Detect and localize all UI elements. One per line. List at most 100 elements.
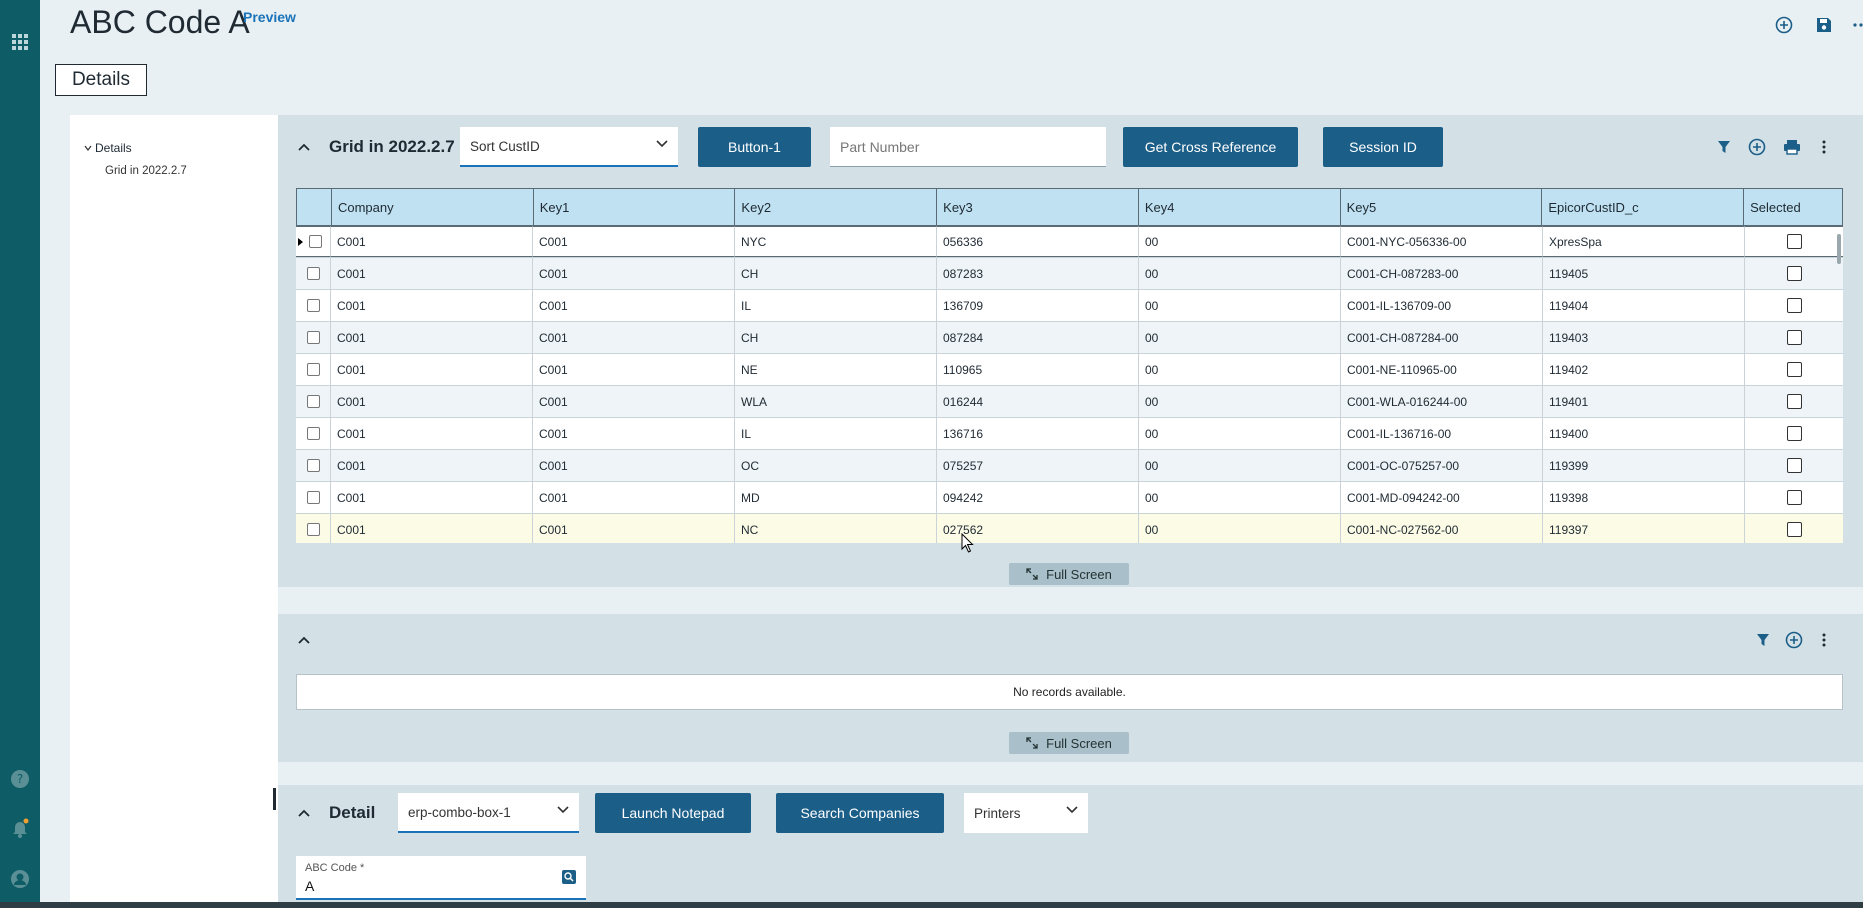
table-row[interactable]: C001 C001 WLA 016244 00 C001-WLA-016244-00 119… xyxy=(296,386,1843,418)
cell-epicorcustid[interactable]: XpresSpa xyxy=(1543,226,1745,257)
cell-company[interactable]: C001 xyxy=(331,354,533,385)
search-lookup-icon[interactable] xyxy=(560,868,578,886)
row-checkbox[interactable] xyxy=(306,395,320,408)
save-icon[interactable] xyxy=(1813,14,1835,36)
cell-key1[interactable]: C001 xyxy=(533,290,735,321)
selected-checkbox[interactable] xyxy=(1786,330,1802,345)
cell-company[interactable]: C001 xyxy=(331,450,533,481)
row-checkbox[interactable] xyxy=(306,363,320,376)
details-tab[interactable]: Details xyxy=(55,64,147,96)
cell-epicorcustid[interactable]: 119397 xyxy=(1543,514,1745,543)
print-icon[interactable] xyxy=(1781,136,1803,158)
cell-key3[interactable]: 110965 xyxy=(937,354,1139,385)
cell-key1[interactable]: C001 xyxy=(533,482,735,513)
get-cross-reference-button[interactable]: Get Cross Reference xyxy=(1123,127,1298,167)
cell-key3[interactable]: 056336 xyxy=(937,226,1139,257)
cell-key1[interactable]: C001 xyxy=(533,354,735,385)
table-row[interactable]: C001 C001 IL 136709 00 C001-IL-136709-00 11940… xyxy=(296,290,1843,322)
more-options-icon[interactable] xyxy=(1853,14,1863,36)
add-circle-icon[interactable] xyxy=(1783,629,1805,651)
cell-key4[interactable]: 00 xyxy=(1139,450,1341,481)
cell-epicorcustid[interactable]: 119400 xyxy=(1543,418,1745,449)
cell-key5[interactable]: C001-CH-087283-00 xyxy=(1341,258,1543,289)
cell-key1[interactable]: C001 xyxy=(533,418,735,449)
cell-key3[interactable]: 136716 xyxy=(937,418,1139,449)
cell-key5[interactable]: C001-IL-136709-00 xyxy=(1341,290,1543,321)
cell-key4[interactable]: 00 xyxy=(1139,514,1341,543)
cell-company[interactable]: C001 xyxy=(331,386,533,417)
cell-key5[interactable]: C001-MD-094242-00 xyxy=(1341,482,1543,513)
column-header-key2[interactable]: Key2 xyxy=(735,189,938,225)
cell-company[interactable]: C001 xyxy=(331,290,533,321)
table-row[interactable]: C001 C001 NE 110965 00 C001-NE-110965-00 11940… xyxy=(296,354,1843,386)
table-row[interactable]: C001 C001 CH 087283 00 C001-CH-087283-00 11940… xyxy=(296,258,1843,290)
session-id-button[interactable]: Session ID xyxy=(1323,127,1443,167)
table-row[interactable]: C001 C001 MD 094242 00 C001-MD-094242-00 11939… xyxy=(296,482,1843,514)
cell-key4[interactable]: 00 xyxy=(1139,226,1341,257)
sort-select[interactable]: Sort CustID xyxy=(460,127,678,167)
table-row[interactable]: C001 C001 OC 075257 00 C001-OC-075257-00 11939… xyxy=(296,450,1843,482)
launch-notepad-button[interactable]: Launch Notepad xyxy=(595,793,751,833)
row-checkbox[interactable] xyxy=(306,491,320,504)
cell-key2[interactable]: IL xyxy=(735,290,937,321)
selected-checkbox[interactable] xyxy=(1786,298,1802,313)
cell-key3[interactable]: 094242 xyxy=(937,482,1139,513)
cell-key3[interactable]: 016244 xyxy=(937,386,1139,417)
full-screen-button[interactable]: Full Screen xyxy=(1009,732,1129,754)
cell-key1[interactable]: C001 xyxy=(533,386,735,417)
row-checkbox[interactable] xyxy=(306,299,320,312)
cell-company[interactable]: C001 xyxy=(331,226,533,257)
cell-key2[interactable]: MD xyxy=(735,482,937,513)
cell-key5[interactable]: C001-NYC-056336-00 xyxy=(1341,226,1543,257)
column-header-epicorcustid[interactable]: EpicorCustID_c xyxy=(1542,189,1745,225)
column-header-key5[interactable]: Key5 xyxy=(1341,189,1543,225)
cell-key5[interactable]: C001-NE-110965-00 xyxy=(1341,354,1543,385)
cell-key4[interactable]: 00 xyxy=(1139,322,1341,353)
column-header-company[interactable]: Company xyxy=(332,189,534,225)
cell-key2[interactable]: NYC xyxy=(735,226,937,257)
cell-epicorcustid[interactable]: 119402 xyxy=(1543,354,1745,385)
row-checkbox[interactable] xyxy=(306,331,320,344)
column-header-selected[interactable]: Selected xyxy=(1750,199,1801,215)
cell-key4[interactable]: 00 xyxy=(1139,258,1341,289)
selected-checkbox[interactable] xyxy=(1786,266,1802,281)
cell-key5[interactable]: C001-IL-136716-00 xyxy=(1341,418,1543,449)
column-header-key4[interactable]: Key4 xyxy=(1139,189,1341,225)
cell-epicorcustid[interactable]: 119403 xyxy=(1543,322,1745,353)
cell-company[interactable]: C001 xyxy=(331,418,533,449)
table-row[interactable]: C001 C001 IL 136716 00 C001-IL-136716-00 11940… xyxy=(296,418,1843,450)
notification-bell-icon[interactable] xyxy=(6,814,34,842)
chevron-up-icon[interactable] xyxy=(296,805,312,821)
cell-key3[interactable]: 087283 xyxy=(937,258,1139,289)
row-checkbox[interactable] xyxy=(306,459,320,472)
cell-key2[interactable]: IL xyxy=(735,418,937,449)
cell-key2[interactable]: NC xyxy=(735,514,937,543)
cell-key3[interactable]: 087284 xyxy=(937,322,1139,353)
cell-key4[interactable]: 00 xyxy=(1139,482,1341,513)
button-1[interactable]: Button-1 xyxy=(698,127,811,167)
cell-company[interactable]: C001 xyxy=(331,482,533,513)
cell-key4[interactable]: 00 xyxy=(1139,354,1341,385)
chevron-up-icon[interactable] xyxy=(296,139,312,155)
cell-key5[interactable]: C001-CH-087284-00 xyxy=(1341,322,1543,353)
cell-key2[interactable]: NE xyxy=(735,354,937,385)
row-checkbox[interactable] xyxy=(309,235,322,248)
cell-key4[interactable]: 00 xyxy=(1139,290,1341,321)
printers-select[interactable]: Printers xyxy=(964,793,1088,833)
full-screen-button[interactable]: Full Screen xyxy=(1009,563,1129,585)
row-checkbox[interactable] xyxy=(306,427,320,440)
filter-icon[interactable] xyxy=(1752,629,1774,651)
cell-key1[interactable]: C001 xyxy=(533,258,735,289)
cell-key5[interactable]: C001-NC-027562-00 xyxy=(1341,514,1543,543)
table-row[interactable]: C001 C001 NC 027562 00 C001-NC-027562-00 11939… xyxy=(296,514,1843,543)
part-number-input[interactable]: Part Number xyxy=(830,127,1106,167)
cell-key3[interactable]: 136709 xyxy=(937,290,1139,321)
selected-checkbox[interactable] xyxy=(1786,234,1802,249)
preview-link[interactable]: Preview xyxy=(243,9,296,25)
cell-key5[interactable]: C001-WLA-016244-00 xyxy=(1341,386,1543,417)
more-vertical-icon[interactable] xyxy=(1813,136,1835,158)
help-icon[interactable]: ? xyxy=(6,765,34,793)
selected-checkbox[interactable] xyxy=(1786,426,1802,441)
apps-grid-icon[interactable] xyxy=(6,28,34,56)
add-circle-icon[interactable] xyxy=(1746,136,1768,158)
